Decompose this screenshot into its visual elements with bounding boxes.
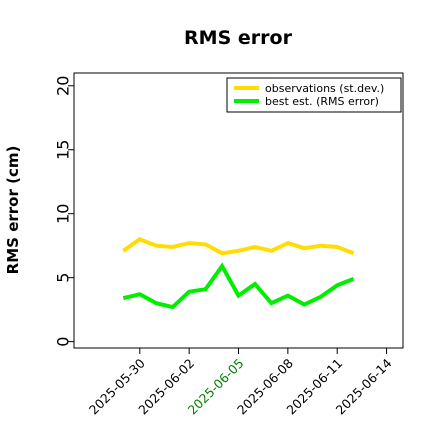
chart-title: RMS error (184, 27, 293, 49)
y-tick-label: 10 (54, 204, 73, 224)
y-tick-label: 15 (54, 140, 73, 160)
legend-entry: observations (st.dev.) (265, 82, 384, 95)
y-tick-label: 20 (54, 76, 73, 96)
y-tick-label: 5 (54, 273, 73, 283)
y-tick-label: 0 (54, 337, 73, 347)
plot-frame (73, 72, 404, 349)
legend-entry: best est. (RMS error) (265, 95, 379, 108)
plot-area: 051015202025-05-302025-06-022025-06-0520… (54, 72, 404, 417)
y-axis-label: RMS error (cm) (4, 146, 22, 275)
legend-box (226, 77, 402, 113)
series-line-observations (122, 237, 355, 256)
legend: observations (st.dev.)best est. (RMS err… (226, 77, 402, 113)
series-line-best-estimate (122, 262, 355, 310)
